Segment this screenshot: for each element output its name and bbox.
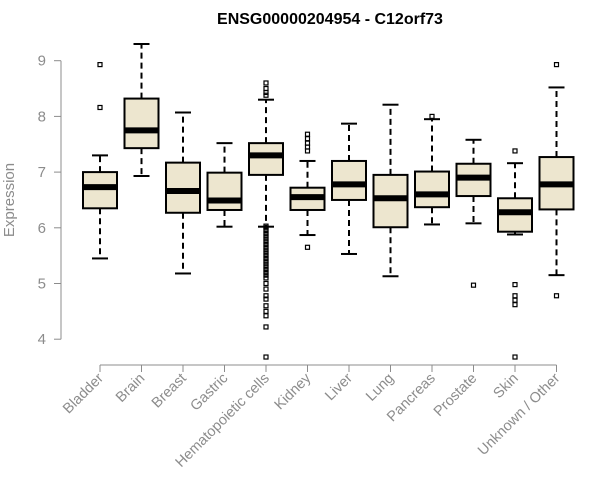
outlier-point <box>263 247 269 253</box>
outlier-point <box>263 80 269 86</box>
outlier-point <box>263 244 269 250</box>
box-group-prostate <box>455 138 492 288</box>
outlier-point <box>263 264 269 270</box>
x-tick-label: Prostate <box>431 371 480 420</box>
outlier-point <box>263 261 269 267</box>
outlier-point <box>263 266 269 273</box>
outlier-point <box>263 272 269 278</box>
box-group-breast <box>165 111 201 275</box>
outlier-point <box>512 148 518 154</box>
outlier-point <box>263 296 269 302</box>
outlier-point <box>97 104 103 111</box>
outlier-point <box>263 233 269 239</box>
y-tick-label: 5 <box>38 276 46 293</box>
outlier-point <box>263 293 269 299</box>
outlier-point <box>304 148 311 154</box>
outlier-point <box>263 89 269 96</box>
x-tick-label: Skin <box>491 371 522 402</box>
outlier-point <box>263 241 269 248</box>
box-group-gastric <box>206 142 243 228</box>
y-axis: 4 5 6 7 8 9 <box>38 53 62 348</box>
outlier-point <box>263 303 269 309</box>
x-tick-label: Lung <box>363 371 397 405</box>
iqr-box <box>248 142 284 176</box>
outlier-point <box>263 286 269 292</box>
outlier-point <box>512 297 518 303</box>
outlier-point <box>263 225 269 231</box>
outlier-point <box>263 230 269 236</box>
outlier-point <box>263 280 269 287</box>
y-tick-label: 8 <box>38 108 46 125</box>
iqr-box <box>82 171 118 210</box>
box-group-liver <box>331 122 367 255</box>
outlier-point <box>263 236 269 242</box>
iqr-box <box>331 159 367 201</box>
outlier-point <box>263 324 269 330</box>
chart-title: ENSG00000204954 - C12orf73 <box>217 11 443 28</box>
box-group-unknown-other <box>538 61 575 299</box>
x-tick-label: Kidney <box>272 370 315 413</box>
plot-area <box>82 42 575 360</box>
box-group-pancreas <box>414 113 450 226</box>
iqr-box <box>165 161 201 214</box>
outlier-point <box>553 61 560 68</box>
outlier-point <box>263 227 269 234</box>
outlier-point <box>263 354 269 360</box>
box-group-kidney <box>289 131 326 250</box>
box-group-lung <box>372 103 409 278</box>
y-tick-label: 7 <box>38 164 46 181</box>
outlier-point <box>263 253 269 259</box>
outlier-point <box>512 282 518 288</box>
outlier-point <box>97 61 103 68</box>
outlier-point <box>512 293 518 299</box>
outlier-point <box>512 302 518 308</box>
box-group-hematopoietic-cells <box>248 80 284 360</box>
outlier-point <box>512 354 518 360</box>
x-tick-label: Breast <box>149 371 190 412</box>
outlier-point <box>304 136 311 142</box>
outlier-point <box>263 313 269 319</box>
outlier-point <box>263 92 269 98</box>
y-axis-label: Expression <box>1 163 18 237</box>
y-tick-label: 6 <box>38 220 46 237</box>
box-group-brain <box>123 42 160 177</box>
outlier-point <box>263 275 269 281</box>
iqr-box <box>414 170 450 209</box>
outlier-point <box>263 258 269 264</box>
outlier-point <box>304 131 311 137</box>
x-tick-label: Bladder <box>60 370 107 417</box>
outlier-point <box>470 282 477 288</box>
outlier-point <box>263 308 269 314</box>
outlier-point <box>553 293 560 299</box>
y-tick-label: 9 <box>38 53 46 70</box>
outlier-point <box>263 255 269 262</box>
iqr-box <box>123 97 160 150</box>
outlier-point <box>304 244 311 250</box>
box-group-bladder <box>82 61 118 260</box>
x-tick-label: Liver <box>322 370 356 404</box>
iqr-box <box>206 171 243 211</box>
outlier-point <box>263 250 269 256</box>
outlier-point <box>263 269 269 275</box>
y-tick-label: 4 <box>38 331 46 348</box>
outlier-point <box>263 239 269 245</box>
x-tick-label: Brain <box>113 371 148 406</box>
box-group-skin <box>497 148 533 360</box>
outlier-point <box>429 113 435 120</box>
